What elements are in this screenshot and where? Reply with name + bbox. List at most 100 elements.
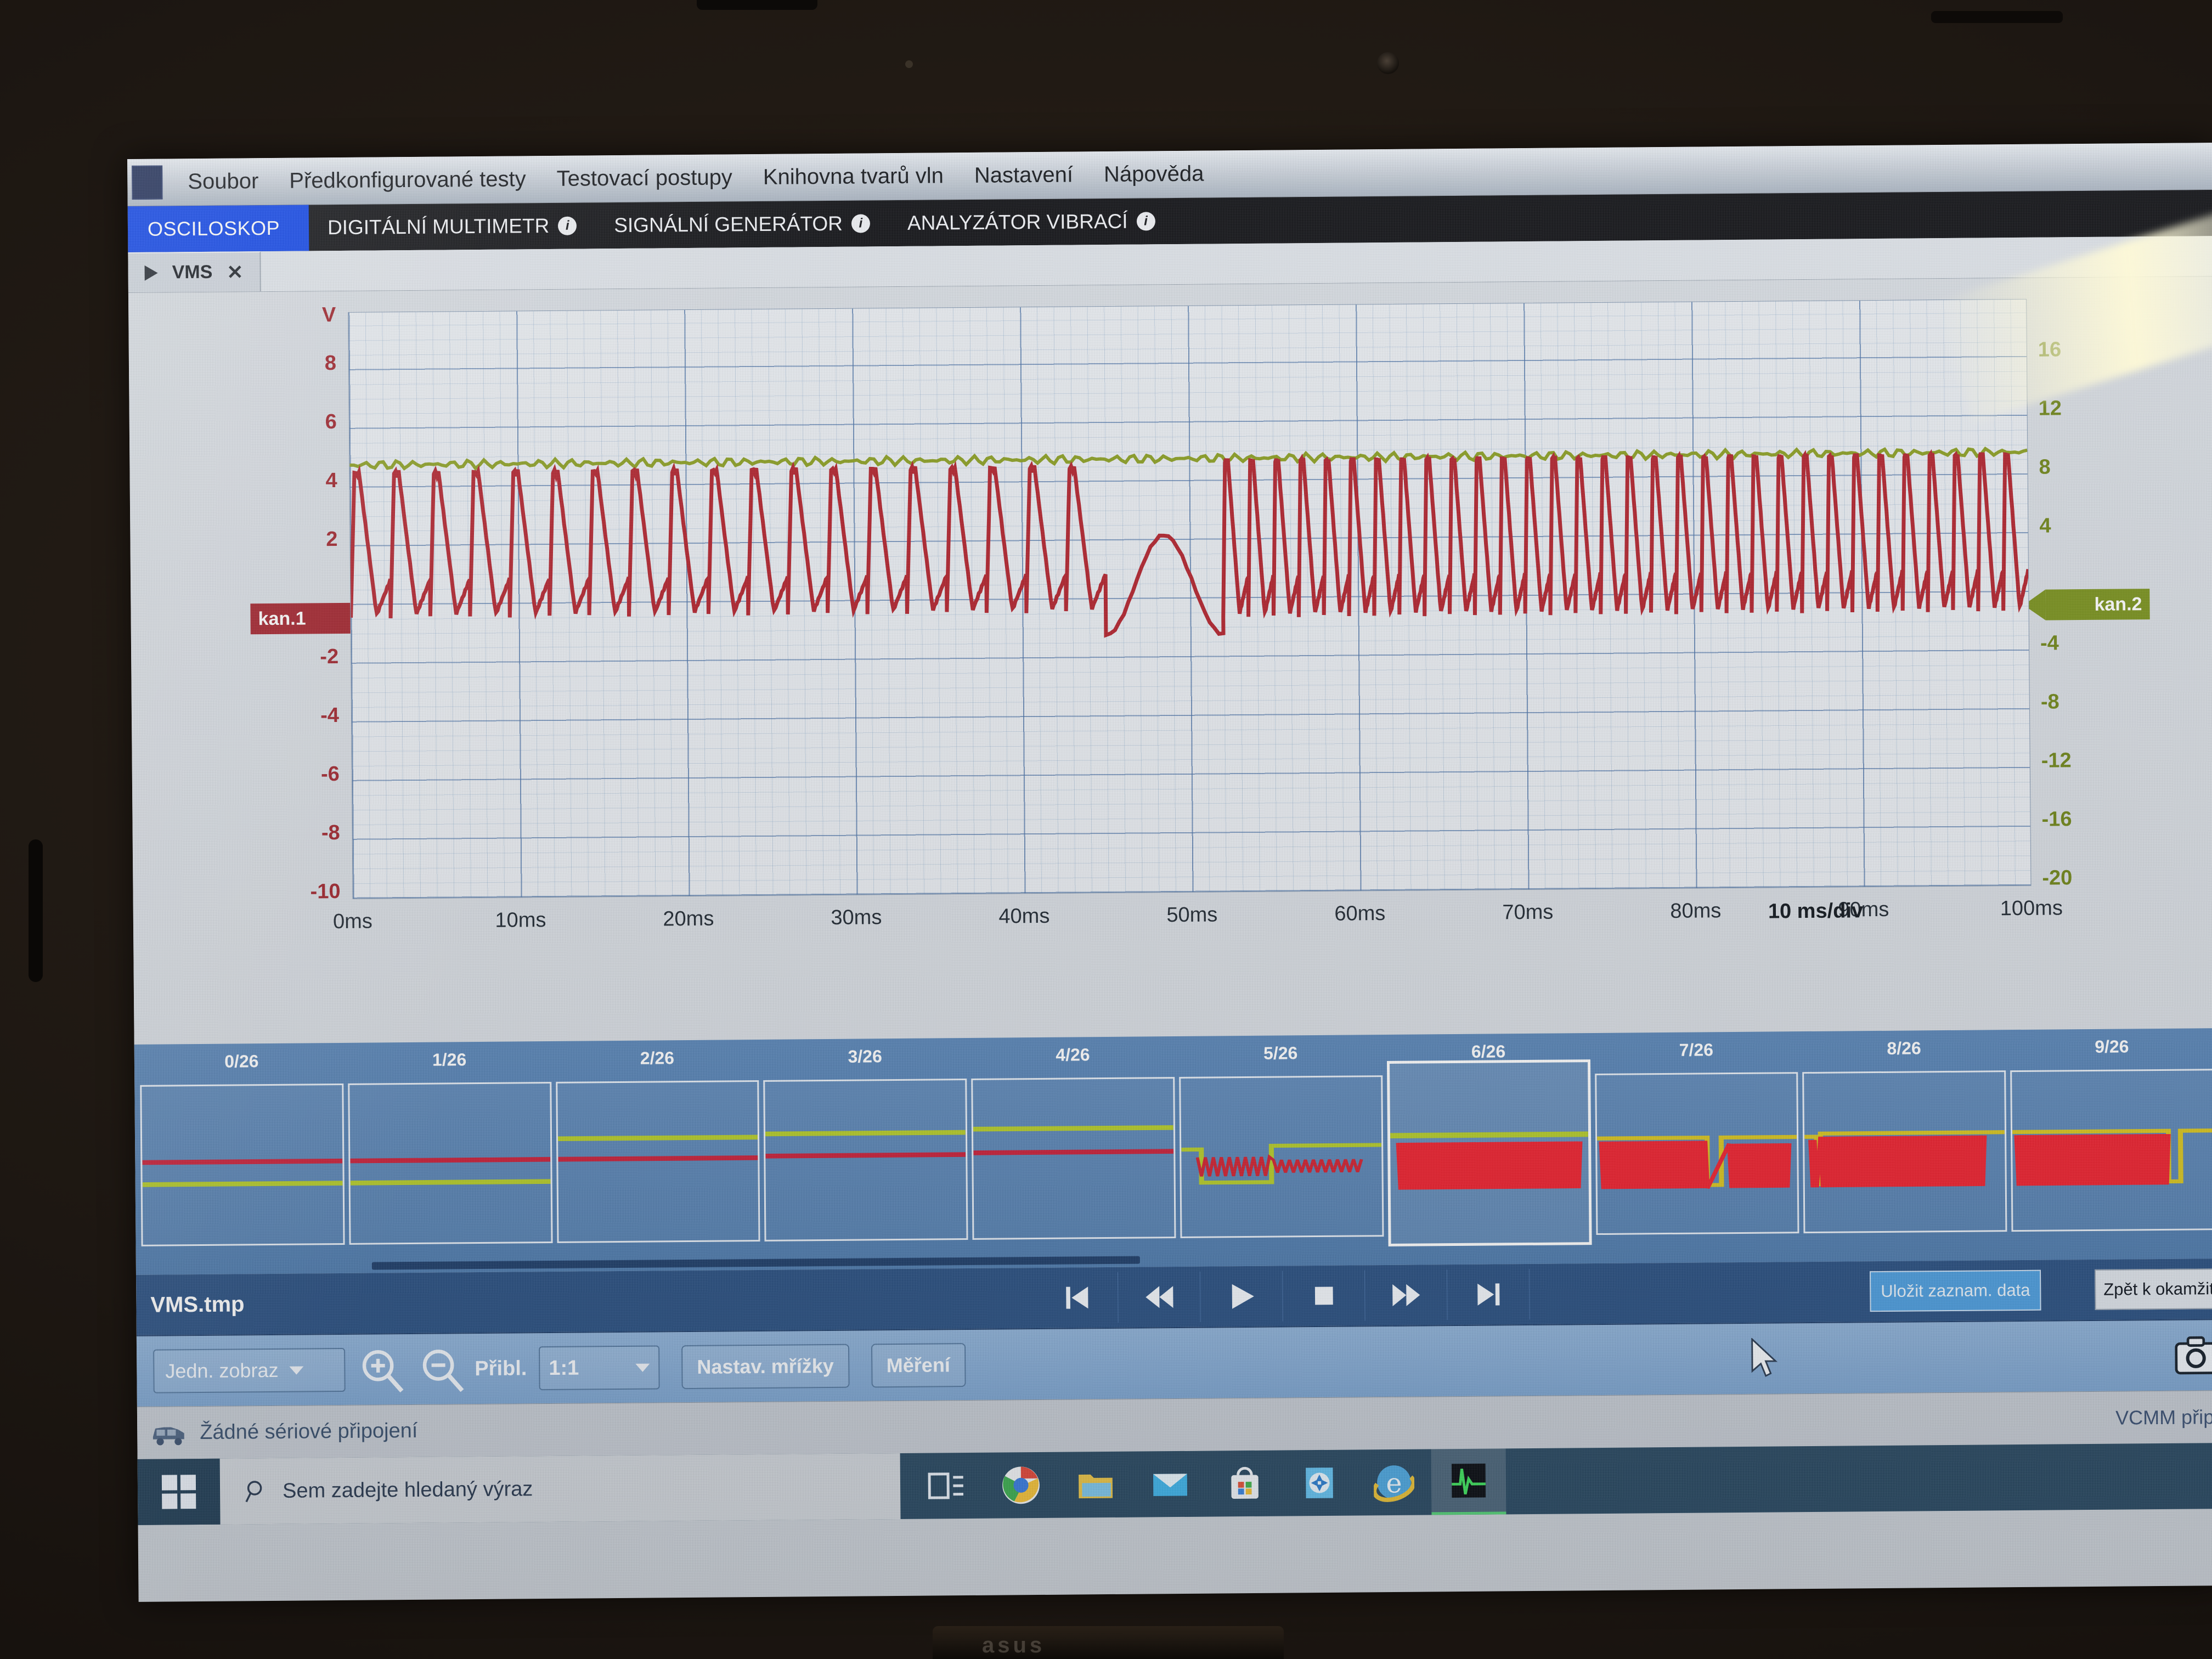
thumbnail-preview	[348, 1081, 553, 1245]
y-tick-left-2: 2	[326, 528, 338, 551]
measure-button[interactable]: Měření	[871, 1343, 966, 1388]
status-message: Žádné sériové připojení	[200, 1419, 418, 1444]
y-tick-left-m10: -10	[310, 879, 341, 904]
thumbnail-label: 9/26	[2095, 1036, 2129, 1057]
x-tick-80: 80ms	[1670, 899, 1722, 923]
thumbnail-list: 0/26 1/26	[134, 1032, 2212, 1257]
task-view-icon[interactable]	[909, 1453, 984, 1519]
tab-oscilloscope-label: OSCILOSKOP	[147, 216, 280, 240]
menu-item-soubor[interactable]: Soubor	[188, 169, 259, 194]
thumbnail-label: 1/26	[432, 1049, 467, 1070]
info-icon[interactable]: i	[558, 216, 577, 235]
info-icon[interactable]: i	[1136, 212, 1155, 231]
x-tick-20: 20ms	[663, 907, 714, 931]
display-units-value: Jedn. zobraz	[165, 1358, 279, 1383]
thumbnail-6[interactable]: 6/26	[1386, 1037, 1592, 1248]
y-tick-right-12: 12	[2038, 397, 2062, 420]
channel2-marker[interactable]: kan.2	[2045, 589, 2150, 620]
thumbnail-7[interactable]: 7/26	[1594, 1036, 1799, 1246]
y-tick-right-4: 4	[2039, 514, 2051, 538]
rewind-icon[interactable]	[1118, 1271, 1201, 1323]
channel1-marker[interactable]: kan.1	[250, 602, 360, 635]
skip-forward-icon[interactable]	[1447, 1268, 1530, 1321]
file-explorer-icon[interactable]	[1058, 1452, 1133, 1518]
windows-taskbar: Sem zadejte hledaný výraz	[137, 1443, 2212, 1525]
playback-bar: VMS.tmp	[136, 1259, 2212, 1335]
y-tick-left-m6: -6	[320, 762, 340, 786]
tab-digital-multimeter[interactable]: DIGITÁLNÍ MULTIMETR i	[309, 202, 596, 251]
y-tick-right-m12: -12	[2041, 749, 2072, 772]
grid-settings-label: Nastav. mřížky	[697, 1354, 834, 1378]
app-status-bar: Žádné sériové připojení VCMM přip	[137, 1390, 2212, 1459]
zoom-out-icon[interactable]	[419, 1345, 466, 1393]
thumbnail-preview-selected	[1386, 1059, 1592, 1247]
document-tab-vms[interactable]: VMS ✕	[128, 251, 261, 292]
thumbnail-1[interactable]: 1/26	[348, 1046, 553, 1256]
internet-explorer-icon[interactable]: e	[1357, 1449, 1432, 1515]
thumbnail-5[interactable]: 5/26	[1179, 1039, 1384, 1249]
mail-icon[interactable]	[1133, 1451, 1208, 1517]
oscilloscope-app-icon[interactable]	[1431, 1448, 1506, 1515]
save-recorded-data-button[interactable]: Uložit zaznam. data	[1870, 1269, 2041, 1312]
y-tick-left-m2: -2	[320, 645, 339, 669]
display-units-dropdown[interactable]: Jedn. zobraz	[153, 1347, 346, 1393]
y-tick-left-4: 4	[325, 469, 337, 493]
oscilloscope-view: V 8 6 4 2 -2 -4 -6 -8 -10 kan.1 16 12 8 …	[128, 276, 2212, 1045]
zoom-ratio-dropdown[interactable]: 1:1	[539, 1345, 660, 1391]
y-tick-left-m4: -4	[320, 704, 340, 727]
thumbnail-8[interactable]: 8/26	[1802, 1034, 2007, 1244]
thumbnail-preview	[555, 1080, 760, 1243]
skip-back-icon[interactable]	[1035, 1272, 1119, 1324]
stop-icon[interactable]	[1282, 1270, 1365, 1322]
play-triangle-icon	[144, 265, 158, 281]
grid-settings-button[interactable]: Nastav. mřížky	[681, 1344, 850, 1390]
y-tick-left-8: 8	[324, 352, 337, 375]
scope-plot-area[interactable]	[348, 298, 2032, 899]
chrome-icon[interactable]	[984, 1452, 1059, 1519]
thumbnail-9[interactable]: 9/26	[2010, 1032, 2212, 1243]
measure-label: Měření	[886, 1353, 951, 1377]
mouse-cursor	[1751, 1338, 1778, 1377]
waveform-canvas	[349, 446, 2030, 638]
menu-item-waveform-library[interactable]: Knihovna tvarů vln	[763, 163, 944, 189]
thumbnail-0[interactable]: 0/26	[140, 1047, 345, 1257]
thumbnail-label: 0/26	[224, 1051, 259, 1071]
recording-thumbnail-strip[interactable]: 0/26 1/26	[134, 1028, 2212, 1275]
tab-signal-generator[interactable]: SIGNÁLNÍ GENERÁTOR i	[595, 200, 889, 249]
start-button[interactable]	[137, 1458, 221, 1525]
x-tick-70: 70ms	[1502, 900, 1554, 924]
network-app-icon[interactable]	[1282, 1449, 1357, 1516]
x-tick-30: 30ms	[831, 906, 882, 929]
info-icon[interactable]: i	[851, 214, 871, 233]
fast-forward-icon[interactable]	[1364, 1269, 1448, 1321]
mode-bar-filler	[1173, 190, 2212, 245]
menu-item-help[interactable]: Nápověda	[1103, 161, 1204, 187]
bezel-vent	[1931, 11, 2063, 23]
y-tick-right-m20: -20	[2042, 866, 2073, 890]
menu-item-preconfig[interactable]: Předkonfigurované testy	[289, 167, 526, 193]
taskbar-search-input[interactable]: Sem zadejte hledaný výraz	[219, 1453, 901, 1525]
menu-item-procedures[interactable]: Testovací postupy	[556, 165, 733, 191]
play-icon[interactable]	[1200, 1271, 1283, 1322]
thumbnail-3[interactable]: 3/26	[763, 1042, 968, 1252]
x-tick-60: 60ms	[1334, 902, 1386, 926]
search-icon	[245, 1481, 262, 1503]
thumbnail-2[interactable]: 2/26	[555, 1044, 760, 1254]
transport-controls	[1035, 1268, 1530, 1324]
camera-icon[interactable]	[2174, 1331, 2212, 1379]
tab-vibration-analyzer[interactable]: ANALYZÁTOR VIBRACÍ i	[889, 198, 1174, 246]
x-tick-40: 40ms	[998, 904, 1050, 928]
chevron-down-icon	[635, 1363, 650, 1372]
close-icon[interactable]: ✕	[227, 260, 244, 284]
menu-item-settings[interactable]: Nastavení	[974, 162, 1074, 188]
microsoft-store-icon[interactable]	[1207, 1451, 1283, 1517]
tab-oscilloscope[interactable]: OSCILOSKOP	[127, 205, 309, 252]
zoom-in-icon[interactable]	[358, 1346, 406, 1393]
y-tick-left-6: 6	[325, 410, 337, 434]
recording-filename: VMS.tmp	[150, 1291, 245, 1317]
tab-digital-multimeter-label: DIGITÁLNÍ MULTIMETR	[327, 214, 550, 239]
thumbnail-4[interactable]: 4/26	[971, 1041, 1176, 1251]
back-to-live-button[interactable]: Zpět k okamžitým datům	[2095, 1267, 2212, 1310]
car-icon	[153, 1427, 184, 1445]
